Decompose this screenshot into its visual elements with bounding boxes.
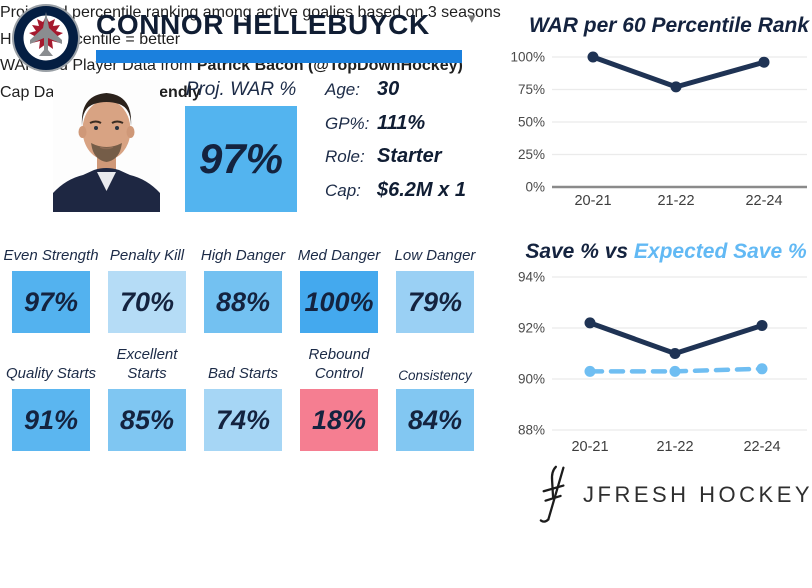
excellent-starts-box: 85% bbox=[108, 389, 186, 451]
brand-name: JFRESH HOCKEY bbox=[583, 482, 812, 507]
x-tick-label: 20-21 bbox=[574, 193, 611, 209]
x-tick-label: 20-21 bbox=[571, 439, 608, 455]
jfresh-hockey-branding: JFRESH HOCKEY bbox=[538, 464, 812, 526]
rebound-control-value: 18% bbox=[311, 404, 367, 435]
low-danger-label: Low Danger bbox=[394, 247, 476, 265]
info-row-age: Age: 30 bbox=[325, 78, 466, 101]
quality-starts-value: 91% bbox=[23, 404, 79, 435]
y-tick-label: 75% bbox=[518, 82, 545, 97]
gp-label: GP%: bbox=[325, 113, 370, 133]
proj-war-label: Proj. WAR % bbox=[185, 79, 297, 100]
even-strength-label: Even Strength bbox=[3, 247, 99, 265]
proj-war-box: 97% bbox=[185, 106, 297, 212]
data-point-marker bbox=[756, 319, 768, 331]
high-danger-box: 88% bbox=[204, 271, 282, 333]
vs-title-part: vs bbox=[604, 240, 634, 263]
consistency-box: 84% bbox=[396, 389, 474, 451]
gp-value: 111% bbox=[377, 111, 426, 134]
rebound-control-box: 18% bbox=[300, 389, 378, 451]
quality-starts-box: 91% bbox=[12, 389, 90, 451]
data-point-marker bbox=[756, 363, 768, 375]
bad-starts-label: Bad Starts bbox=[207, 365, 279, 383]
stat-labels-row1: Even Strength Penalty Kill High Danger M… bbox=[3, 220, 483, 269]
winnipeg-jets-logo-icon bbox=[12, 4, 80, 72]
info-row-role: Role: Starter bbox=[325, 145, 466, 168]
excellent-starts-label: Excellent Starts bbox=[116, 346, 178, 383]
med-danger-label: Med Danger bbox=[297, 247, 381, 265]
data-point-marker bbox=[587, 51, 599, 63]
data-point-marker bbox=[584, 365, 596, 377]
x-tick-label: 22-24 bbox=[743, 439, 780, 455]
expected-save-title-part: Expected Save % bbox=[633, 240, 807, 263]
cap-label: Cap: bbox=[325, 180, 361, 200]
penalty-kill-value: 70% bbox=[119, 286, 175, 317]
low-danger-box: 79% bbox=[396, 271, 474, 333]
med-danger-value: 100% bbox=[304, 286, 374, 317]
stat-boxes-row2: 91% 85% 74% 18% 84% bbox=[3, 389, 483, 451]
player-name-title: CONNOR HELLEBUYCK bbox=[96, 9, 430, 40]
rebound-control-label: Rebound Control bbox=[308, 346, 370, 383]
y-tick-label: 92% bbox=[518, 321, 545, 336]
x-tick-label: 21-22 bbox=[656, 439, 693, 455]
save-pct-title-part: Save % bbox=[525, 240, 605, 263]
high-danger-value: 88% bbox=[215, 286, 271, 317]
footnote-line: Projected percentile ranking among activ… bbox=[0, 4, 501, 21]
age-label: Age: bbox=[325, 80, 360, 99]
bad-starts-box: 74% bbox=[204, 389, 282, 451]
proj-war-value: 97% bbox=[198, 135, 284, 182]
high-danger-label: High Danger bbox=[200, 247, 286, 265]
war-per-60-chart: 0% 25% 50% 75% 100% 20-21 21-22 22-24 bbox=[510, 50, 807, 209]
jet-shape bbox=[30, 12, 62, 56]
title-underline-bar bbox=[96, 50, 462, 63]
cap-value: $6.2M x 1 bbox=[377, 178, 466, 201]
y-tick-label: 100% bbox=[510, 50, 545, 65]
role-value: Starter bbox=[377, 145, 442, 167]
save-pct-chart: 88% 90% 92% 94% 20-21 21-22 22-24 bbox=[518, 270, 807, 455]
y-tick-label: 90% bbox=[518, 372, 545, 387]
role-label: Role: bbox=[325, 147, 365, 166]
stat-labels-row2: Quality Starts Excellent Starts Bad Star… bbox=[3, 338, 483, 387]
y-tick-label: 0% bbox=[525, 180, 545, 195]
data-point-marker bbox=[758, 56, 770, 68]
penalty-kill-label: Penalty Kill bbox=[109, 247, 185, 265]
x-tick-label: 21-22 bbox=[657, 193, 694, 209]
even-strength-value: 97% bbox=[23, 286, 79, 317]
y-tick-label: 50% bbox=[518, 115, 545, 130]
data-point-marker bbox=[669, 348, 681, 359]
jfresh-sticks-monogram-icon bbox=[539, 465, 565, 523]
penalty-kill-box: 70% bbox=[108, 271, 186, 333]
consistency-label: Consistency bbox=[398, 368, 472, 383]
war-chart-title: WAR per 60 Percentile Rank bbox=[528, 14, 810, 37]
age-value: 30 bbox=[377, 78, 400, 100]
stat-boxes-row1: 97% 70% 88% 100% 79% bbox=[3, 271, 483, 333]
y-tick-label: 88% bbox=[518, 423, 545, 438]
info-row-cap: Cap: $6.2M x 1 bbox=[325, 179, 466, 202]
data-point-marker bbox=[584, 317, 596, 329]
player-info-list: Age: 30 GP%: 111% Role: Starter Cap: $6.… bbox=[325, 78, 466, 202]
y-tick-label: 94% bbox=[518, 270, 545, 285]
consistency-value: 84% bbox=[407, 404, 463, 435]
save-chart-title: Save % vs Expected Save % bbox=[520, 240, 812, 264]
x-tick-label: 22-24 bbox=[745, 193, 782, 209]
data-point-marker bbox=[670, 81, 682, 93]
low-danger-value: 79% bbox=[407, 286, 463, 317]
player-headshot-photo bbox=[53, 80, 160, 212]
bad-starts-value: 74% bbox=[215, 404, 271, 435]
med-danger-box: 100% bbox=[300, 271, 378, 333]
excellent-starts-value: 85% bbox=[119, 404, 175, 435]
info-row-gp: GP%: 111% bbox=[325, 112, 466, 135]
data-point-marker bbox=[669, 365, 681, 377]
caret-down-icon[interactable]: ▾ bbox=[468, 10, 476, 27]
even-strength-box: 97% bbox=[12, 271, 90, 333]
quality-starts-label: Quality Starts bbox=[5, 365, 97, 383]
y-tick-label: 25% bbox=[518, 147, 545, 162]
